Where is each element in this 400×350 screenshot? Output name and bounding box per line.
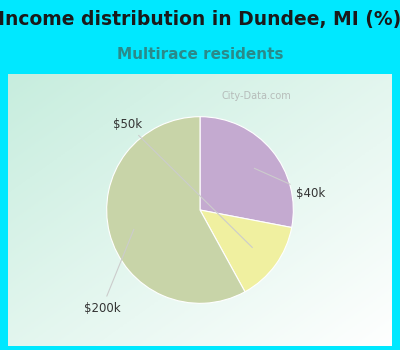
Text: Multirace residents: Multirace residents	[117, 47, 283, 62]
Text: Income distribution in Dundee, MI (%): Income distribution in Dundee, MI (%)	[0, 10, 400, 29]
Wedge shape	[200, 117, 293, 228]
Text: $40k: $40k	[254, 168, 325, 200]
Text: City-Data.com: City-Data.com	[221, 91, 291, 101]
Wedge shape	[107, 117, 245, 303]
Wedge shape	[200, 210, 292, 292]
Text: $200k: $200k	[84, 229, 134, 315]
Text: $50k: $50k	[113, 118, 252, 247]
